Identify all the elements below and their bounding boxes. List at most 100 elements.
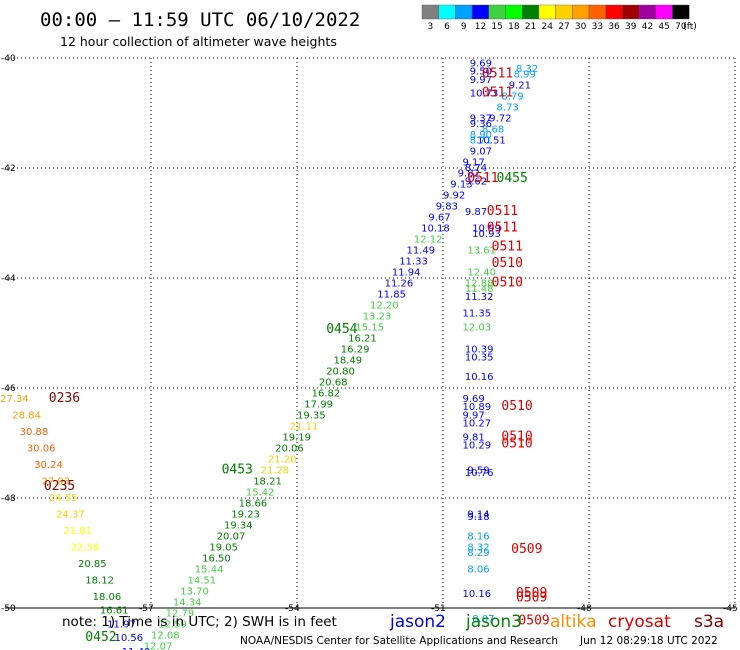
wave-height-value: 9.97: [470, 75, 492, 86]
scale-swatch: [455, 4, 473, 20]
wave-height-value: 20.07: [217, 531, 246, 542]
wave-height-value: 17.99: [304, 399, 333, 410]
wave-height-value: 10.51: [477, 135, 506, 146]
wave-height-value: 13.61: [467, 245, 496, 256]
wave-height-value: 15.42: [246, 487, 275, 498]
grid-lines: [5, 57, 736, 609]
wave-height-value: 16.82: [312, 388, 341, 399]
pass-time-label: 0235: [44, 479, 75, 494]
wave-height-value: 8.06: [467, 564, 489, 575]
plot-area: 8.328.999.218.798.739.728.6810.519.079.1…: [0, 58, 550, 650]
wave-height-value: 8.90: [470, 130, 492, 141]
x-tick-label: -57: [139, 604, 154, 614]
scale-label: 70: [675, 22, 687, 32]
wave-height-value: 11.48: [465, 284, 494, 295]
wave-height-value: 9.81: [462, 432, 484, 443]
scale-swatch: [605, 4, 623, 20]
chart-subtitle: 12 hour collection of altimeter wave hei…: [60, 34, 337, 49]
wave-height-value: 12.03: [462, 322, 491, 333]
scale-swatch: [488, 4, 506, 20]
pass-time-label: 0454: [326, 322, 357, 337]
scale-label: 27: [558, 22, 569, 32]
wave-height-value: 11.49: [122, 647, 151, 650]
wave-height-value: 12.20: [370, 300, 399, 311]
wave-height-value: 13.70: [180, 586, 209, 597]
wave-height-value: 20.85: [78, 559, 107, 570]
wave-height-value: 10.99: [472, 223, 501, 234]
axis-tick-labels: -57 -54 -51 -48 -45 -40 -42 -44 -46 -48 -50: [1, 54, 738, 614]
wave-height-value: 18.12: [85, 575, 114, 586]
wave-height-value: 19.05: [209, 542, 238, 553]
wave-height-value: 10.76: [465, 468, 494, 479]
pass-time-label: 0452: [85, 630, 116, 645]
wave-height-value: 10.35: [465, 353, 494, 364]
wave-height-value: 11.33: [399, 256, 428, 267]
wave-height-value: 16.61: [100, 606, 129, 617]
wave-height-value: 18.21: [253, 476, 282, 487]
wave-height-value: 27.93: [42, 476, 71, 487]
satellite-legend: jason2 jason3 altika cryosat s3a: [389, 612, 724, 632]
scale-label: 45: [658, 22, 669, 32]
wave-height-value: 18.06: [93, 592, 122, 603]
pass-time-label: 0509: [516, 586, 547, 601]
wave-height-value: 9.92: [443, 190, 465, 201]
wave-height-value: 8.32: [516, 64, 538, 75]
wave-height-value: 10.27: [462, 419, 491, 430]
y-tick-label: -40: [1, 54, 16, 64]
color-scale-legend: 3 6 9 12 15 18 21 24 27 30 33 36 39 42 45 70(ft): [421, 4, 697, 32]
pass-time-label: 0511: [482, 86, 513, 101]
pass-time-label: 0511: [492, 240, 523, 255]
wave-height-value: 9.50: [470, 67, 492, 78]
legend-jason3: jason3: [465, 612, 522, 632]
pass-time-label: 0455: [497, 171, 528, 186]
wave-height-value: 11.32: [465, 292, 494, 303]
wave-height-value: 9.21: [509, 80, 531, 91]
x-tick-label: -45: [723, 604, 738, 614]
wave-height-value: 11.97: [107, 619, 136, 630]
wave-height-value: 14.51: [188, 575, 217, 586]
wave-height-value: 9.72: [489, 113, 511, 124]
y-tick-label: -44: [1, 274, 16, 284]
scale-label: 6: [444, 22, 450, 32]
wave-height-value: 9.82: [458, 168, 480, 179]
y-tick-label: -48: [1, 494, 16, 504]
wave-height-value: 9.17: [462, 157, 484, 168]
footer-timestamp: Jun 12 08:29:18 UTC 2022: [579, 635, 718, 647]
wave-height-value: 24.55: [49, 493, 78, 504]
wave-height-value: 18.66: [239, 498, 268, 509]
scale-label: 12: [475, 22, 486, 32]
pass-time-label: 0510: [501, 399, 532, 414]
x-tick-label: -51: [431, 604, 446, 614]
wave-height-value: 20.06: [275, 443, 304, 454]
scale-swatch: [522, 4, 540, 20]
wave-height-value: 8.32: [467, 542, 489, 553]
scale-swatch: [555, 4, 573, 20]
wave-height-value: 20.80: [326, 366, 355, 377]
wave-height-value: 20.68: [319, 377, 348, 388]
pass-time-label: 0511: [482, 66, 513, 81]
wave-height-value: 10.29: [462, 441, 491, 452]
scale-label: 39: [625, 22, 637, 32]
y-tick-label: -46: [1, 384, 16, 394]
x-tick-label: -48: [577, 604, 592, 614]
wave-height-value: 11.94: [392, 267, 421, 278]
pass-time-label: 0236: [49, 391, 80, 406]
wave-height-value: 16.21: [348, 333, 377, 344]
wave-height-value: 10.56: [115, 633, 144, 644]
wave-height-value: 30.24: [34, 460, 63, 471]
scale-label: 21: [525, 22, 536, 32]
wave-height-value: 27.34: [0, 394, 29, 405]
wave-height-value: 9.07: [470, 146, 492, 157]
wave-height-value: 9.14: [467, 509, 489, 520]
wave-height-value: 14.34: [173, 597, 202, 608]
legend-altika: altika: [550, 612, 597, 632]
wave-height-value: 9.59: [467, 465, 489, 476]
wave-height-value: 11.85: [377, 289, 406, 300]
wave-height-value: 12.40: [467, 267, 496, 278]
wave-height-value: 12.08: [151, 630, 180, 641]
scale-swatch: [672, 4, 690, 20]
wave-height-value: 12.79: [166, 608, 195, 619]
wave-height-value: 30.88: [20, 427, 49, 438]
wave-height-value: 10.18: [421, 223, 450, 234]
